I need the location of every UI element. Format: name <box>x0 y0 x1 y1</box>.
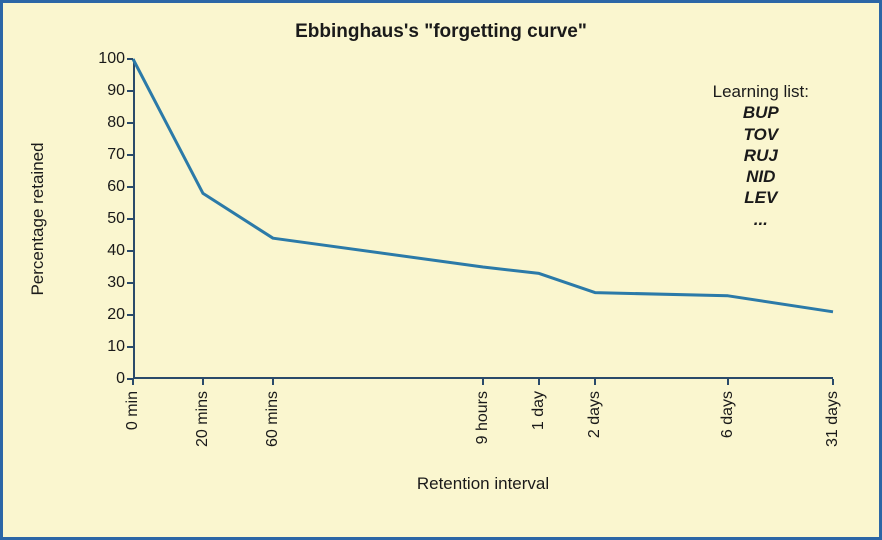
learning-list-title: Learning list: <box>713 81 809 102</box>
y-tick <box>127 282 133 284</box>
y-tick-label: 30 <box>107 274 125 292</box>
x-tick-label: 2 days <box>586 391 604 438</box>
learning-list-item: NID <box>713 166 809 187</box>
x-tick-label: 20 mins <box>194 391 212 447</box>
chart-frame: Ebbinghaus's "forgetting curve" 0 10 20 30 4… <box>0 0 882 540</box>
x-tick <box>482 379 484 385</box>
y-tick-label: 10 <box>107 338 125 356</box>
x-tick-label: 0 min <box>124 391 142 430</box>
y-tick <box>127 90 133 92</box>
chart-title: Ebbinghaus's "forgetting curve" <box>3 21 879 43</box>
y-axis-title: Percentage retained <box>28 142 48 295</box>
learning-list: Learning list: BUPTOVRUJNIDLEV... <box>713 81 809 230</box>
x-tick-label: 9 hours <box>474 391 492 444</box>
y-tick <box>127 314 133 316</box>
x-tick <box>202 379 204 385</box>
x-tick-label: 31 days <box>824 391 842 447</box>
y-tick-label: 70 <box>107 146 125 164</box>
x-tick-label: 1 day <box>530 391 548 430</box>
x-tick <box>594 379 596 385</box>
x-tick <box>272 379 274 385</box>
y-tick-label: 20 <box>107 306 125 324</box>
y-tick-label: 80 <box>107 114 125 132</box>
learning-list-item: BUP <box>713 102 809 123</box>
x-tick-label: 60 mins <box>264 391 282 447</box>
y-tick <box>127 218 133 220</box>
y-tick-label: 60 <box>107 178 125 196</box>
x-tick <box>538 379 540 385</box>
y-tick-label: 0 <box>116 370 125 388</box>
x-tick-label: 6 days <box>719 391 737 438</box>
learning-list-item: LEV <box>713 187 809 208</box>
x-axis-title: Retention interval <box>417 474 549 494</box>
y-tick-label: 40 <box>107 242 125 260</box>
y-tick-label: 90 <box>107 82 125 100</box>
x-tick <box>727 379 729 385</box>
y-tick <box>127 250 133 252</box>
x-tick <box>132 379 134 385</box>
y-tick-label: 100 <box>98 50 125 68</box>
y-tick <box>127 58 133 60</box>
y-tick <box>127 186 133 188</box>
x-tick <box>832 379 834 385</box>
y-tick <box>127 346 133 348</box>
y-tick-label: 50 <box>107 210 125 228</box>
learning-list-item: ... <box>713 209 809 230</box>
y-tick <box>127 154 133 156</box>
learning-list-item: TOV <box>713 124 809 145</box>
y-tick <box>127 122 133 124</box>
learning-list-item: RUJ <box>713 145 809 166</box>
